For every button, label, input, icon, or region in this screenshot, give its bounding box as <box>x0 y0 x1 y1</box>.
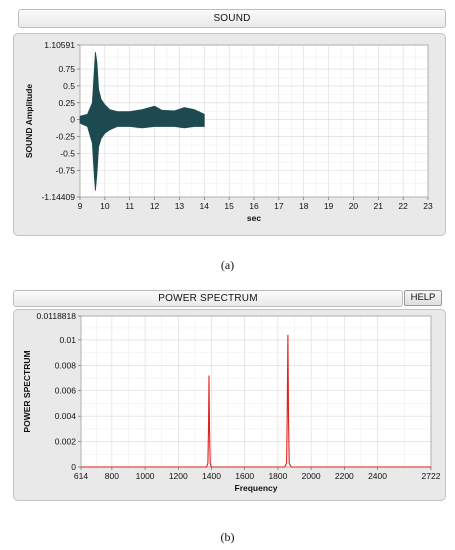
sound-y-tick-label: 0.5 <box>63 81 75 91</box>
sound-y-tick-label: 1.10591 <box>44 40 75 50</box>
sound-x-tick-label: 20 <box>349 201 359 211</box>
spectrum-title-bar: POWER SPECTRUM <box>13 290 403 307</box>
sound-y-tick-label: 0 <box>70 115 75 125</box>
sound-x-tick-label: 17 <box>274 201 284 211</box>
sound-y-tick-label: -0.75 <box>56 165 76 175</box>
sound-y-tick-label: -1.14409 <box>41 192 75 202</box>
sound-x-tick-label: 23 <box>423 201 433 211</box>
spectrum-x-tick-label: 614 <box>74 471 88 481</box>
sound-x-tick-label: 10 <box>100 201 110 211</box>
spectrum-y-tick-label: 0.008 <box>55 360 77 370</box>
spectrum-x-tick-label: 2000 <box>302 471 321 481</box>
help-button[interactable]: HELP <box>404 290 442 306</box>
spectrum-x-tick-label: 1400 <box>202 471 221 481</box>
spectrum-x-tick-label: 800 <box>105 471 119 481</box>
sound-x-tick-label: 15 <box>224 201 234 211</box>
spectrum-y-tick-label: 0.002 <box>55 437 77 447</box>
sound-waveform-line <box>79 60 205 164</box>
sound-x-tick-label: 16 <box>249 201 259 211</box>
sound-x-tick-label: 14 <box>200 201 210 211</box>
sound-x-tick-label: 21 <box>374 201 384 211</box>
sound-x-tick-label: 18 <box>299 201 309 211</box>
sound-x-tick-label: 22 <box>398 201 408 211</box>
spectrum-chart-panel: 614 800 1000 1200 1400 1600 1800 2000 2200 2400 27… <box>13 309 446 501</box>
spectrum-y-tick-label: 0.006 <box>55 386 77 396</box>
spectrum-y-tick-label: 0 <box>71 462 76 472</box>
spectrum-chart: 614 800 1000 1200 1400 1600 1800 2000 2200 2400 27… <box>22 311 441 493</box>
caption-b: (b) <box>220 530 235 544</box>
sound-y-tick-label: -0.25 <box>56 132 76 142</box>
sound-x-axis-label: sec <box>247 213 261 223</box>
sound-x-tick-label: 11 <box>125 201 134 211</box>
spectrum-x-tick-label: 2722 <box>422 471 441 481</box>
caption-a: (a) <box>220 258 235 272</box>
spectrum-x-tick-label: 1600 <box>235 471 254 481</box>
sound-x-tick-label: 12 <box>150 201 160 211</box>
spectrum-y-tick-label: 0.0118818 <box>36 311 76 321</box>
spectrum-x-tick-label: 1000 <box>136 471 155 481</box>
sound-chart-panel: 9 10 11 12 13 14 15 16 17 18 19 20 21 22 23 1.10591 0.75… <box>13 33 446 236</box>
sound-y-tick-label: 0.25 <box>58 98 75 108</box>
spectrum-x-tick-label: 1200 <box>169 471 188 481</box>
spectrum-line <box>81 334 431 468</box>
spectrum-y-axis-label: POWER SPECTRUM <box>22 350 32 432</box>
spectrum-x-tick-label: 1800 <box>268 471 287 481</box>
sound-title-bar: SOUND <box>18 9 446 28</box>
sound-title: SOUND <box>213 13 251 24</box>
spectrum-x-tick-label: 2400 <box>368 471 387 481</box>
sound-y-tick-label: 0.75 <box>58 64 75 74</box>
sound-x-tick-label: 9 <box>78 201 83 211</box>
sound-chart: 9 10 11 12 13 14 15 16 17 18 19 20 21 22 23 1.10591 0.75… <box>24 40 433 223</box>
spectrum-y-tick-label: 0.01 <box>59 335 76 345</box>
sound-y-axis-label: SOUND Amplitude <box>24 84 34 159</box>
spectrum-x-tick-label: 2200 <box>335 471 354 481</box>
spectrum-y-tick-label: 0.004 <box>55 411 77 421</box>
spectrum-x-axis-label: Frequency <box>235 483 278 493</box>
sound-x-tick-label: 19 <box>324 201 334 211</box>
sound-y-tick-label: -0.5 <box>60 148 75 158</box>
spectrum-plot-area <box>81 316 431 467</box>
spectrum-title: POWER SPECTRUM <box>158 293 258 304</box>
sound-x-tick-label: 13 <box>175 201 185 211</box>
